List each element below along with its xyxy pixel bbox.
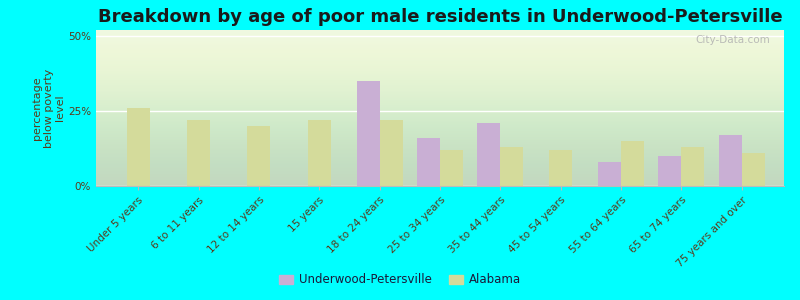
Bar [742,153,765,186]
Bar [380,120,402,186]
Bar [682,147,704,186]
Bar [247,126,270,186]
Title: Breakdown by age of poor male residents in Underwood-Petersville: Breakdown by age of poor male residents … [98,8,782,26]
Bar [658,156,682,186]
Bar [308,120,330,186]
Bar [478,123,500,186]
Bar [126,108,150,186]
Bar [719,135,742,186]
Bar [550,150,572,186]
Legend: Underwood-Petersville, Alabama: Underwood-Petersville, Alabama [274,269,526,291]
Bar [598,162,621,186]
Text: City-Data.com: City-Data.com [695,35,770,45]
Bar [440,150,463,186]
Bar [417,138,440,186]
Y-axis label: percentage
below poverty
level: percentage below poverty level [32,68,66,148]
Bar [357,81,380,186]
Bar [621,141,644,186]
Bar [187,120,210,186]
Bar [500,147,523,186]
